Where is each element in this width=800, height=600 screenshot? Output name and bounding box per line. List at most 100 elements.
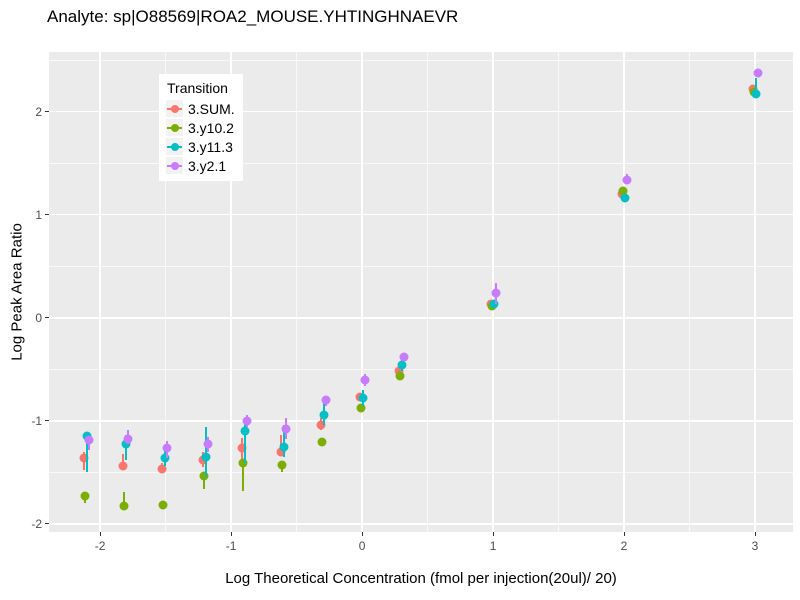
x-gridline-minor	[427, 52, 429, 532]
x-gridline-major	[99, 52, 101, 532]
x-gridline-minor	[689, 52, 691, 532]
x-gridline-major	[361, 52, 363, 532]
y-gridline-minor	[49, 162, 793, 164]
legend-item-label: 3.y2.1	[188, 157, 227, 174]
x-gridline-minor	[165, 52, 167, 532]
y-gridline-minor	[49, 265, 793, 267]
x-tick-label: 2	[620, 539, 628, 553]
data-point	[201, 452, 211, 462]
data-point	[84, 435, 94, 445]
data-point	[80, 491, 90, 501]
data-point	[356, 403, 366, 413]
x-tick-label: 0	[358, 539, 366, 553]
error-bar	[204, 426, 207, 478]
x-gridline-major	[623, 52, 625, 532]
legend-key-point-icon	[170, 104, 179, 113]
legend-item-label: 3.SUM.	[188, 100, 235, 117]
legend-item: 3.y2.1	[166, 157, 235, 174]
legend-key-point-icon	[170, 142, 179, 151]
legend-item: 3.y11.3	[166, 138, 235, 155]
legend-key	[166, 119, 183, 136]
y-gridline-major	[49, 110, 793, 113]
error-bar	[283, 424, 286, 457]
y-tick-mark	[45, 111, 49, 113]
data-point	[123, 434, 133, 444]
error-bar	[244, 422, 247, 463]
y-axis-title: Log Peak Area Ratio	[8, 223, 26, 361]
data-point	[622, 175, 632, 185]
legend-key	[166, 157, 183, 174]
y-tick-label: 1	[35, 207, 42, 222]
data-point	[238, 458, 248, 468]
data-point	[281, 424, 291, 434]
error-bar	[755, 77, 757, 97]
data-point	[394, 366, 404, 376]
y-tick-label: -1	[31, 413, 42, 428]
x-gridline-minor	[558, 52, 560, 532]
error-bar	[121, 453, 124, 470]
data-point	[277, 460, 287, 470]
y-tick-mark	[45, 317, 49, 319]
y-tick-label: -2	[31, 516, 42, 531]
x-tick-label: 3	[751, 539, 759, 553]
data-point	[753, 68, 763, 78]
data-point	[321, 395, 331, 405]
legend-title: Transition	[167, 80, 228, 96]
error-bar	[242, 459, 245, 491]
data-point	[160, 453, 170, 463]
data-point	[162, 443, 172, 453]
data-point	[119, 501, 129, 511]
data-point	[395, 371, 405, 381]
y-gridline-minor	[49, 471, 793, 473]
y-gridline-minor	[49, 59, 793, 61]
y-gridline-minor	[49, 368, 793, 370]
x-tick-mark	[99, 532, 101, 536]
y-gridline-major	[49, 523, 793, 525]
data-point	[157, 464, 167, 474]
y-gridline-major	[49, 420, 793, 422]
data-point	[618, 186, 628, 196]
legend: Transition 3.SUM. 3.y10.2 3.y11.3 3.y2.1	[159, 74, 243, 181]
x-gridline-major	[230, 52, 232, 532]
legend-key	[166, 138, 183, 155]
data-point	[358, 393, 368, 403]
y-tick-label: 0	[35, 310, 42, 325]
x-tick-mark	[492, 532, 494, 536]
x-axis-title: Log Theoretical Concentration (fmol per …	[225, 570, 617, 587]
data-point	[240, 426, 250, 436]
data-point	[489, 299, 499, 309]
y-tick-mark	[45, 523, 49, 525]
data-point	[360, 375, 370, 385]
data-point	[121, 439, 131, 449]
legend-item: 3.SUM.	[166, 100, 235, 117]
data-point	[491, 288, 501, 298]
legend-item-label: 3.y11.3	[188, 138, 233, 155]
error-bar	[202, 473, 205, 489]
y-tick-label: 2	[35, 104, 42, 119]
data-point	[79, 453, 89, 463]
data-point	[203, 439, 213, 449]
x-tick-mark	[623, 532, 625, 536]
legend-item: 3.y10.2	[166, 119, 235, 136]
error-bar	[122, 491, 125, 510]
y-gridline-major	[49, 213, 793, 216]
data-point	[751, 89, 761, 99]
y-gridline-major	[49, 317, 793, 319]
data-point	[399, 352, 409, 362]
data-point	[237, 443, 247, 453]
data-point	[279, 442, 289, 451]
data-point	[397, 360, 407, 370]
legend-key-point-icon	[170, 161, 179, 170]
legend-key	[166, 100, 183, 117]
data-point	[319, 410, 329, 420]
error-bar	[85, 434, 88, 473]
x-tick-mark	[361, 532, 363, 536]
x-tick-label: -1	[225, 539, 237, 553]
chart-title: Analyte: sp|O88569|ROA2_MOUSE.YHTINGHNAE…	[47, 7, 459, 26]
data-point	[316, 420, 326, 430]
data-point	[317, 437, 327, 447]
x-tick-mark	[754, 532, 756, 536]
x-tick-mark	[230, 532, 232, 536]
x-tick-label: -2	[94, 539, 106, 553]
